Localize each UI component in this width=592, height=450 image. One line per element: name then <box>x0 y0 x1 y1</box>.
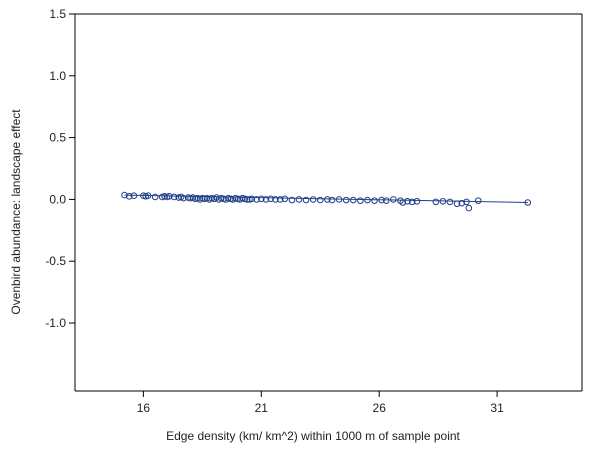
data-point <box>248 195 256 203</box>
y-tick-label: 0.5 <box>49 131 66 145</box>
y-tick-label: 0.0 <box>49 192 66 206</box>
data-point <box>453 200 461 208</box>
data-point <box>243 196 251 203</box>
data-point <box>125 193 133 200</box>
data-point <box>276 196 284 203</box>
y-axis-title: Ovenbird abundance: landscape effect <box>9 109 23 315</box>
data-point <box>378 196 385 204</box>
data-point <box>446 198 454 206</box>
data-point <box>262 196 270 203</box>
data-point <box>288 196 296 204</box>
data-point <box>371 197 378 204</box>
data-point <box>463 198 470 206</box>
data-point <box>399 199 407 206</box>
data-point <box>144 192 152 200</box>
data-point <box>272 196 279 203</box>
data-point <box>295 196 303 203</box>
data-point <box>390 196 397 203</box>
data-point <box>349 196 357 204</box>
x-axis-ticks: 16 21 26 31 <box>137 391 504 415</box>
data-point <box>316 196 324 204</box>
data-point <box>524 199 532 206</box>
y-tick-label: 1.0 <box>49 69 66 83</box>
data-point <box>335 196 343 203</box>
data-point <box>253 196 260 203</box>
data-point <box>439 197 447 205</box>
data-point <box>130 192 138 200</box>
data-point <box>382 197 390 204</box>
data-point <box>302 196 310 204</box>
data-point <box>309 196 317 203</box>
data-point <box>328 196 336 204</box>
data-points <box>121 191 532 212</box>
fit-line-group <box>124 194 528 203</box>
data-point <box>474 197 482 204</box>
fit-line <box>124 194 528 203</box>
y-tick-label: -0.5 <box>45 254 66 268</box>
data-point <box>166 193 173 200</box>
data-point <box>364 196 371 204</box>
data-point <box>458 199 466 207</box>
data-point <box>281 195 289 203</box>
data-point <box>151 193 159 201</box>
data-point <box>357 197 364 204</box>
y-tick-label: 1.5 <box>49 7 66 21</box>
y-tick-label: -1.0 <box>45 316 66 330</box>
data-point <box>408 198 416 206</box>
x-tick-label: 31 <box>490 401 504 415</box>
data-point <box>342 196 350 204</box>
data-point <box>180 194 187 202</box>
data-point <box>324 196 331 203</box>
x-tick-label: 21 <box>255 401 269 415</box>
x-tick-label: 16 <box>137 401 151 415</box>
data-point <box>257 195 265 203</box>
data-point <box>121 191 128 199</box>
x-tick-label: 26 <box>373 401 387 415</box>
data-point <box>170 193 178 201</box>
data-point <box>413 197 421 205</box>
data-point <box>267 195 275 203</box>
data-point <box>465 204 473 212</box>
y-axis-ticks: 1.5 1.0 0.5 0.0 -0.5 -1.0 <box>45 7 75 330</box>
x-axis-title: Edge density (km/ km^2) within 1000 m of… <box>166 429 460 443</box>
data-point <box>404 197 411 205</box>
data-point <box>432 198 440 206</box>
